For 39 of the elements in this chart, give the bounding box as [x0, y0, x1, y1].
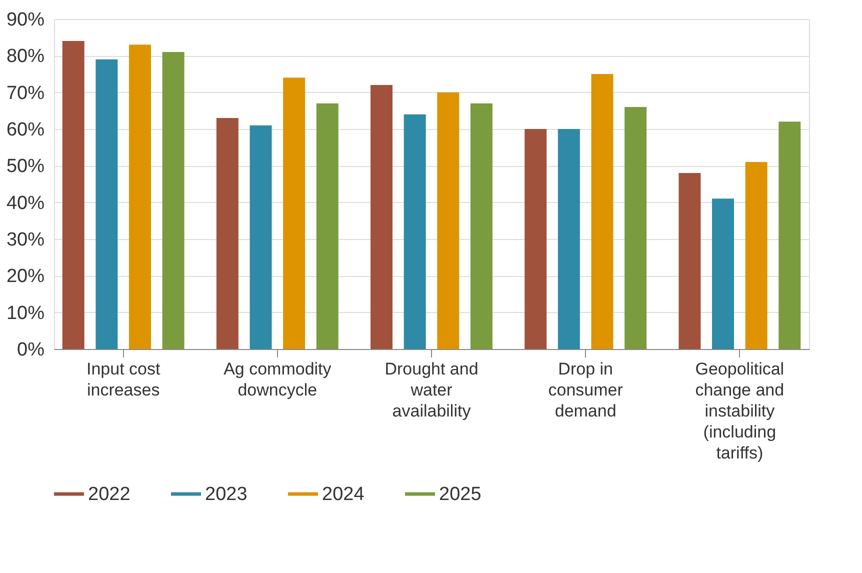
bar	[283, 78, 306, 349]
x-tick-label: Geopolitical change and instability (including tariffs)	[695, 360, 784, 462]
y-tick-label: 90%	[6, 10, 45, 30]
y-tick-label: 80%	[6, 46, 45, 68]
bar	[216, 118, 238, 349]
bar	[558, 129, 580, 349]
y-tick-label: 40%	[6, 192, 45, 214]
x-tick-label: Input cost increases	[86, 360, 160, 400]
bar	[778, 122, 801, 349]
x-tick-label: Drought and water availability	[384, 360, 478, 420]
bar	[62, 41, 84, 349]
y-tick-label: 0%	[17, 340, 45, 360]
bar	[591, 74, 614, 349]
bar	[404, 114, 426, 349]
bar	[745, 162, 768, 349]
bar	[624, 107, 647, 349]
bar	[678, 173, 701, 349]
bar	[162, 52, 184, 349]
legend-label: 2024	[322, 484, 365, 505]
y-tick-label: 30%	[6, 230, 45, 250]
legend-label: 2022	[88, 484, 130, 505]
y-tick-label: 50%	[6, 156, 45, 178]
bar	[250, 125, 272, 349]
bar	[370, 85, 393, 349]
bar	[96, 59, 118, 349]
legend-label: 2023	[205, 484, 248, 505]
legend-label: 2025	[439, 484, 482, 505]
bar	[470, 103, 492, 349]
bar	[437, 92, 460, 349]
y-tick-label: 10%	[6, 302, 45, 324]
x-tick-label: Ag commodity downcycle	[224, 360, 332, 400]
bar	[712, 198, 734, 349]
y-tick-label: 60%	[6, 120, 45, 140]
y-tick-label: 20%	[6, 266, 45, 288]
x-tick-label: Drop in consumer demand	[548, 360, 624, 420]
bar	[316, 103, 338, 349]
bar	[524, 129, 547, 349]
y-tick-label: 70%	[6, 82, 45, 104]
bar	[128, 44, 151, 349]
